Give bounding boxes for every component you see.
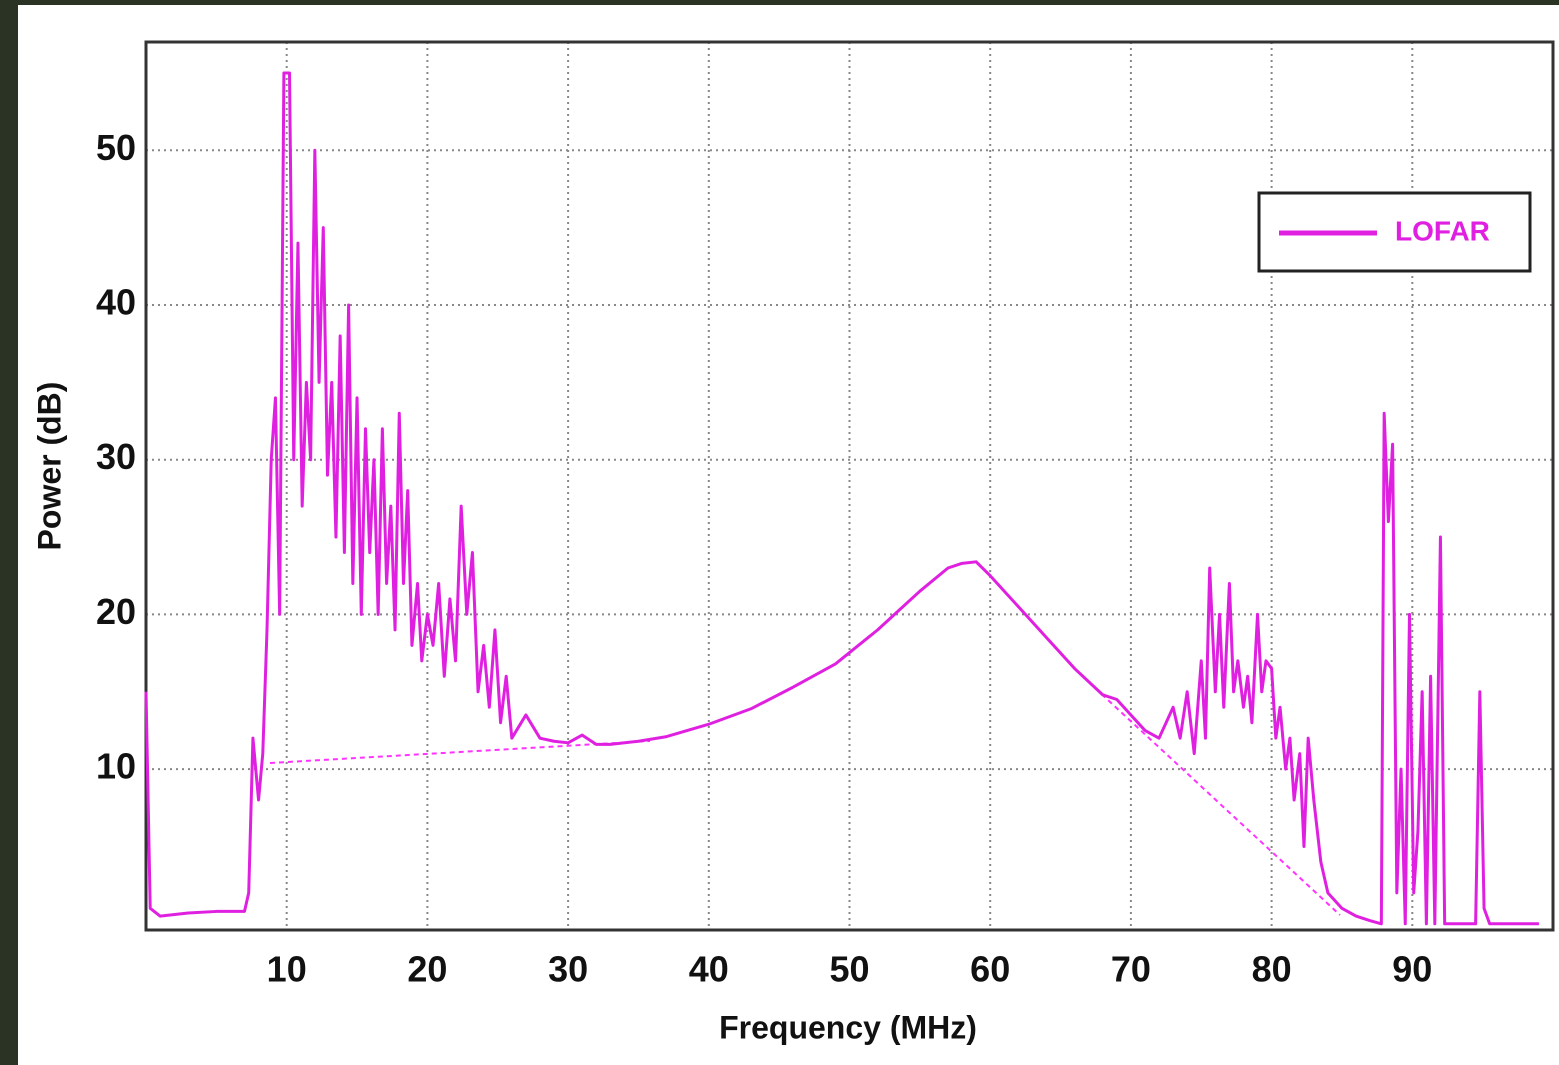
x-tick-label: 30	[548, 949, 588, 990]
y-tick-label: 50	[96, 127, 136, 168]
reference-line	[1094, 687, 1341, 916]
y-axis-title: Power (dB)	[31, 382, 67, 551]
x-tick-label: 20	[407, 949, 447, 990]
y-tick-label: 10	[96, 746, 136, 787]
y-tick-label: 40	[96, 282, 136, 323]
panel	[18, 5, 1559, 1065]
y-tick-label: 20	[96, 591, 136, 632]
legend: LOFAR	[1257, 191, 1532, 273]
legend-label: LOFAR	[1395, 215, 1490, 246]
x-tick-label: 40	[689, 949, 729, 990]
y-tick-label: 30	[96, 436, 136, 477]
reference-line	[269, 740, 651, 764]
x-tick-label: 60	[970, 949, 1010, 990]
x-tick-label: 80	[1252, 949, 1292, 990]
x-tick-label: 70	[1111, 949, 1151, 990]
data-line	[144, 71, 1539, 926]
x-axis-title: Frequency (MHz)	[719, 1009, 977, 1045]
plot-frame	[144, 40, 1555, 932]
x-tick-label: 50	[829, 949, 869, 990]
x-tick-label: 90	[1392, 949, 1432, 990]
x-tick-label: 10	[267, 949, 307, 990]
